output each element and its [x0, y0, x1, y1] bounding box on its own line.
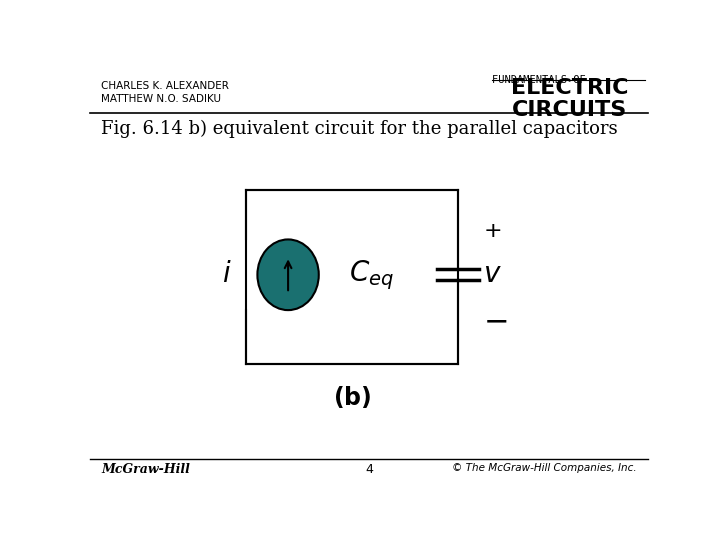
- Text: $-$: $-$: [483, 306, 508, 335]
- Text: © The McGraw-Hill Companies, Inc.: © The McGraw-Hill Companies, Inc.: [452, 463, 637, 473]
- Bar: [246, 190, 458, 364]
- Text: 4: 4: [365, 463, 373, 476]
- Text: CIRCUITS: CIRCUITS: [512, 100, 628, 120]
- Text: $C_{eq}$: $C_{eq}$: [349, 258, 394, 292]
- Text: McGraw-Hill: McGraw-Hill: [101, 463, 190, 476]
- Text: FUNDAMENTALS OF: FUNDAMENTALS OF: [492, 75, 585, 85]
- Text: $v$: $v$: [483, 261, 502, 288]
- Text: MATTHEW N.O. SADIKU: MATTHEW N.O. SADIKU: [101, 94, 221, 104]
- Text: CHARLES K. ALEXANDER: CHARLES K. ALEXANDER: [101, 82, 229, 91]
- Text: $+$: $+$: [483, 221, 502, 241]
- Text: ELECTRIC: ELECTRIC: [511, 78, 629, 98]
- Text: $\mathbf{(b)}$: $\mathbf{(b)}$: [333, 384, 372, 410]
- Ellipse shape: [258, 239, 319, 310]
- Text: Fig. 6.14 b) equivalent circuit for the parallel capacitors: Fig. 6.14 b) equivalent circuit for the …: [101, 120, 618, 138]
- Text: $i$: $i$: [222, 261, 232, 288]
